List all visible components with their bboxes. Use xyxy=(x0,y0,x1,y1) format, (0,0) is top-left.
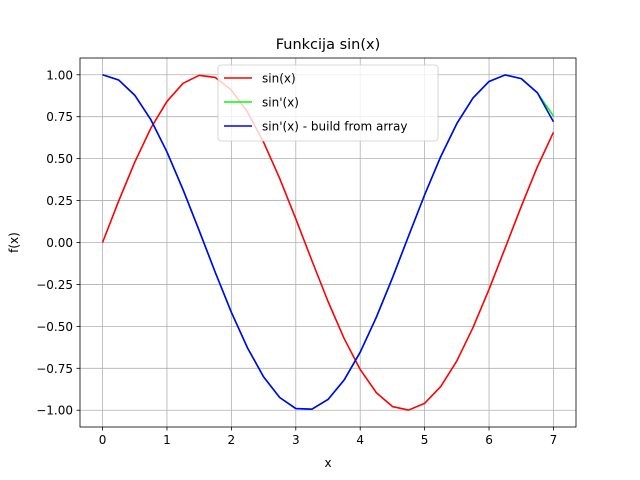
y-tick-label: 0.00 xyxy=(46,236,73,250)
x-tick-label: 2 xyxy=(228,433,236,447)
x-tick-label: 6 xyxy=(485,433,493,447)
y-tick-label: −1.00 xyxy=(36,404,73,418)
x-tick-label: 1 xyxy=(163,433,171,447)
y-tick-label: −0.75 xyxy=(36,362,73,376)
legend-label-2: sin'(x) - build from array xyxy=(262,120,407,134)
y-tick-label: 1.00 xyxy=(46,68,73,82)
chart-title: Funkcija sin(x) xyxy=(276,37,381,53)
x-tick-label: 4 xyxy=(356,433,364,447)
x-axis-title: x xyxy=(324,456,331,470)
y-tick-label: 0.75 xyxy=(46,110,73,124)
y-tick-label: −0.25 xyxy=(36,278,73,292)
legend-label-1: sin'(x) xyxy=(262,96,299,110)
series-lines xyxy=(101,74,555,411)
legend: sin(x) sin'(x) sin'(x) - build from array xyxy=(217,64,439,142)
y-tick-label: 0.50 xyxy=(46,152,73,166)
y-axis-title: f(x) xyxy=(7,232,21,253)
series-line-0 xyxy=(101,74,555,411)
x-tick-label: 5 xyxy=(421,433,429,447)
series-line-2 xyxy=(102,74,555,411)
x-tick-label: 3 xyxy=(292,433,300,447)
x-tick-label: 7 xyxy=(550,433,558,447)
y-tick-label: 0.25 xyxy=(46,194,73,208)
axis-ticks: 0 1 2 3 4 5 6 7 −1.00 −0.75 −0.50 −0.25 0.00 0.25 0.50… xyxy=(36,68,557,447)
legend-label-0: sin(x) xyxy=(262,72,296,86)
x-tick-label: 0 xyxy=(99,433,107,447)
legend-box xyxy=(217,64,439,142)
y-tick-label: −0.50 xyxy=(36,320,73,334)
